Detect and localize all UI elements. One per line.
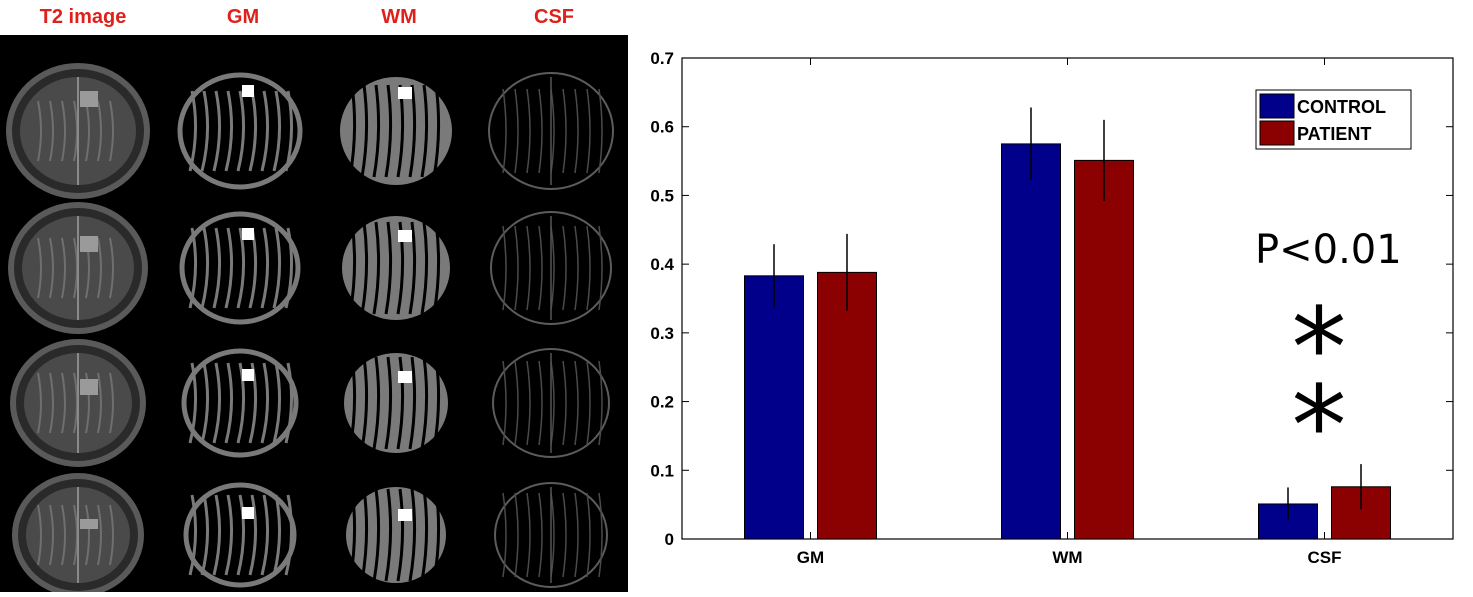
mri-slice-r1-t2-image <box>6 63 150 199</box>
bar-patient-wm <box>1074 159 1134 540</box>
bar-chart-svg: 0 0.1 0.2 0.3 0.4 0.5 0.6 0.7 GM WM CSF CONTROL PATI… <box>650 49 1454 567</box>
mri-slice-r2-gm <box>179 211 301 325</box>
legend: CONTROL PATIENT <box>1255 89 1412 150</box>
x-tick-label-csf: CSF <box>1308 548 1342 567</box>
p-value-label: P<0.01 <box>1255 227 1402 273</box>
mri-slice-r4-t2-image <box>12 473 144 597</box>
mri-slice-r1-csf <box>488 72 614 190</box>
column-label-wm: WM <box>381 6 417 28</box>
x-tick-label-gm: GM <box>797 548 824 567</box>
mri-slice-r3-wm <box>344 353 448 453</box>
bar-control-wm <box>1001 143 1061 540</box>
legend-swatch-patient <box>1259 120 1295 146</box>
significance-star: * <box>1292 362 1347 490</box>
y-tick-label: 0.6 <box>650 118 674 137</box>
mri-slices-figure <box>6 63 614 597</box>
mri-slice-r3-gm <box>181 348 299 458</box>
mri-slice-r3-t2-image <box>10 339 146 467</box>
mri-slice-r1-gm <box>177 72 303 190</box>
y-tick-label: 0.4 <box>650 255 674 274</box>
mri-image-grid <box>0 35 628 597</box>
y-tick-label: 0.3 <box>650 324 674 343</box>
column-label-gm: GM <box>226 6 260 28</box>
mri-slice-r2-csf <box>490 211 612 325</box>
mri-slice-r4-gm <box>183 482 297 588</box>
bar-patient-gm <box>817 271 877 540</box>
mri-slice-r4-wm <box>346 487 446 583</box>
column-label-t2-image: T2 image <box>39 6 127 28</box>
legend-label-patient: PATIENT <box>1297 124 1371 144</box>
y-tick-label: 0.7 <box>650 49 674 68</box>
bar-chart: 0 0.1 0.2 0.3 0.4 0.5 0.6 0.7 GM WM CSF CONTROL PATI… <box>632 38 1473 592</box>
column-label-csf: CSF <box>534 6 574 28</box>
significance-annotation: P<0.01 ** <box>1255 227 1402 490</box>
legend-label-control: CONTROL <box>1297 97 1386 117</box>
y-tick-label: 0 <box>665 530 674 549</box>
significance-star: * <box>1292 284 1347 412</box>
mri-slice-r4-csf <box>494 482 608 588</box>
x-tick-label-wm: WM <box>1052 548 1082 567</box>
mri-slice-r2-t2-image <box>8 202 148 334</box>
mri-slice-r2-wm <box>342 216 450 320</box>
mri-slice-r1-wm <box>340 77 452 185</box>
mri-slice-r3-csf <box>492 348 610 458</box>
y-tick-label: 0.5 <box>650 186 674 205</box>
y-tick-label: 0.2 <box>650 393 674 412</box>
bar-control-gm <box>744 275 804 540</box>
y-tick-label: 0.1 <box>650 461 674 480</box>
legend-swatch-control <box>1259 93 1295 119</box>
